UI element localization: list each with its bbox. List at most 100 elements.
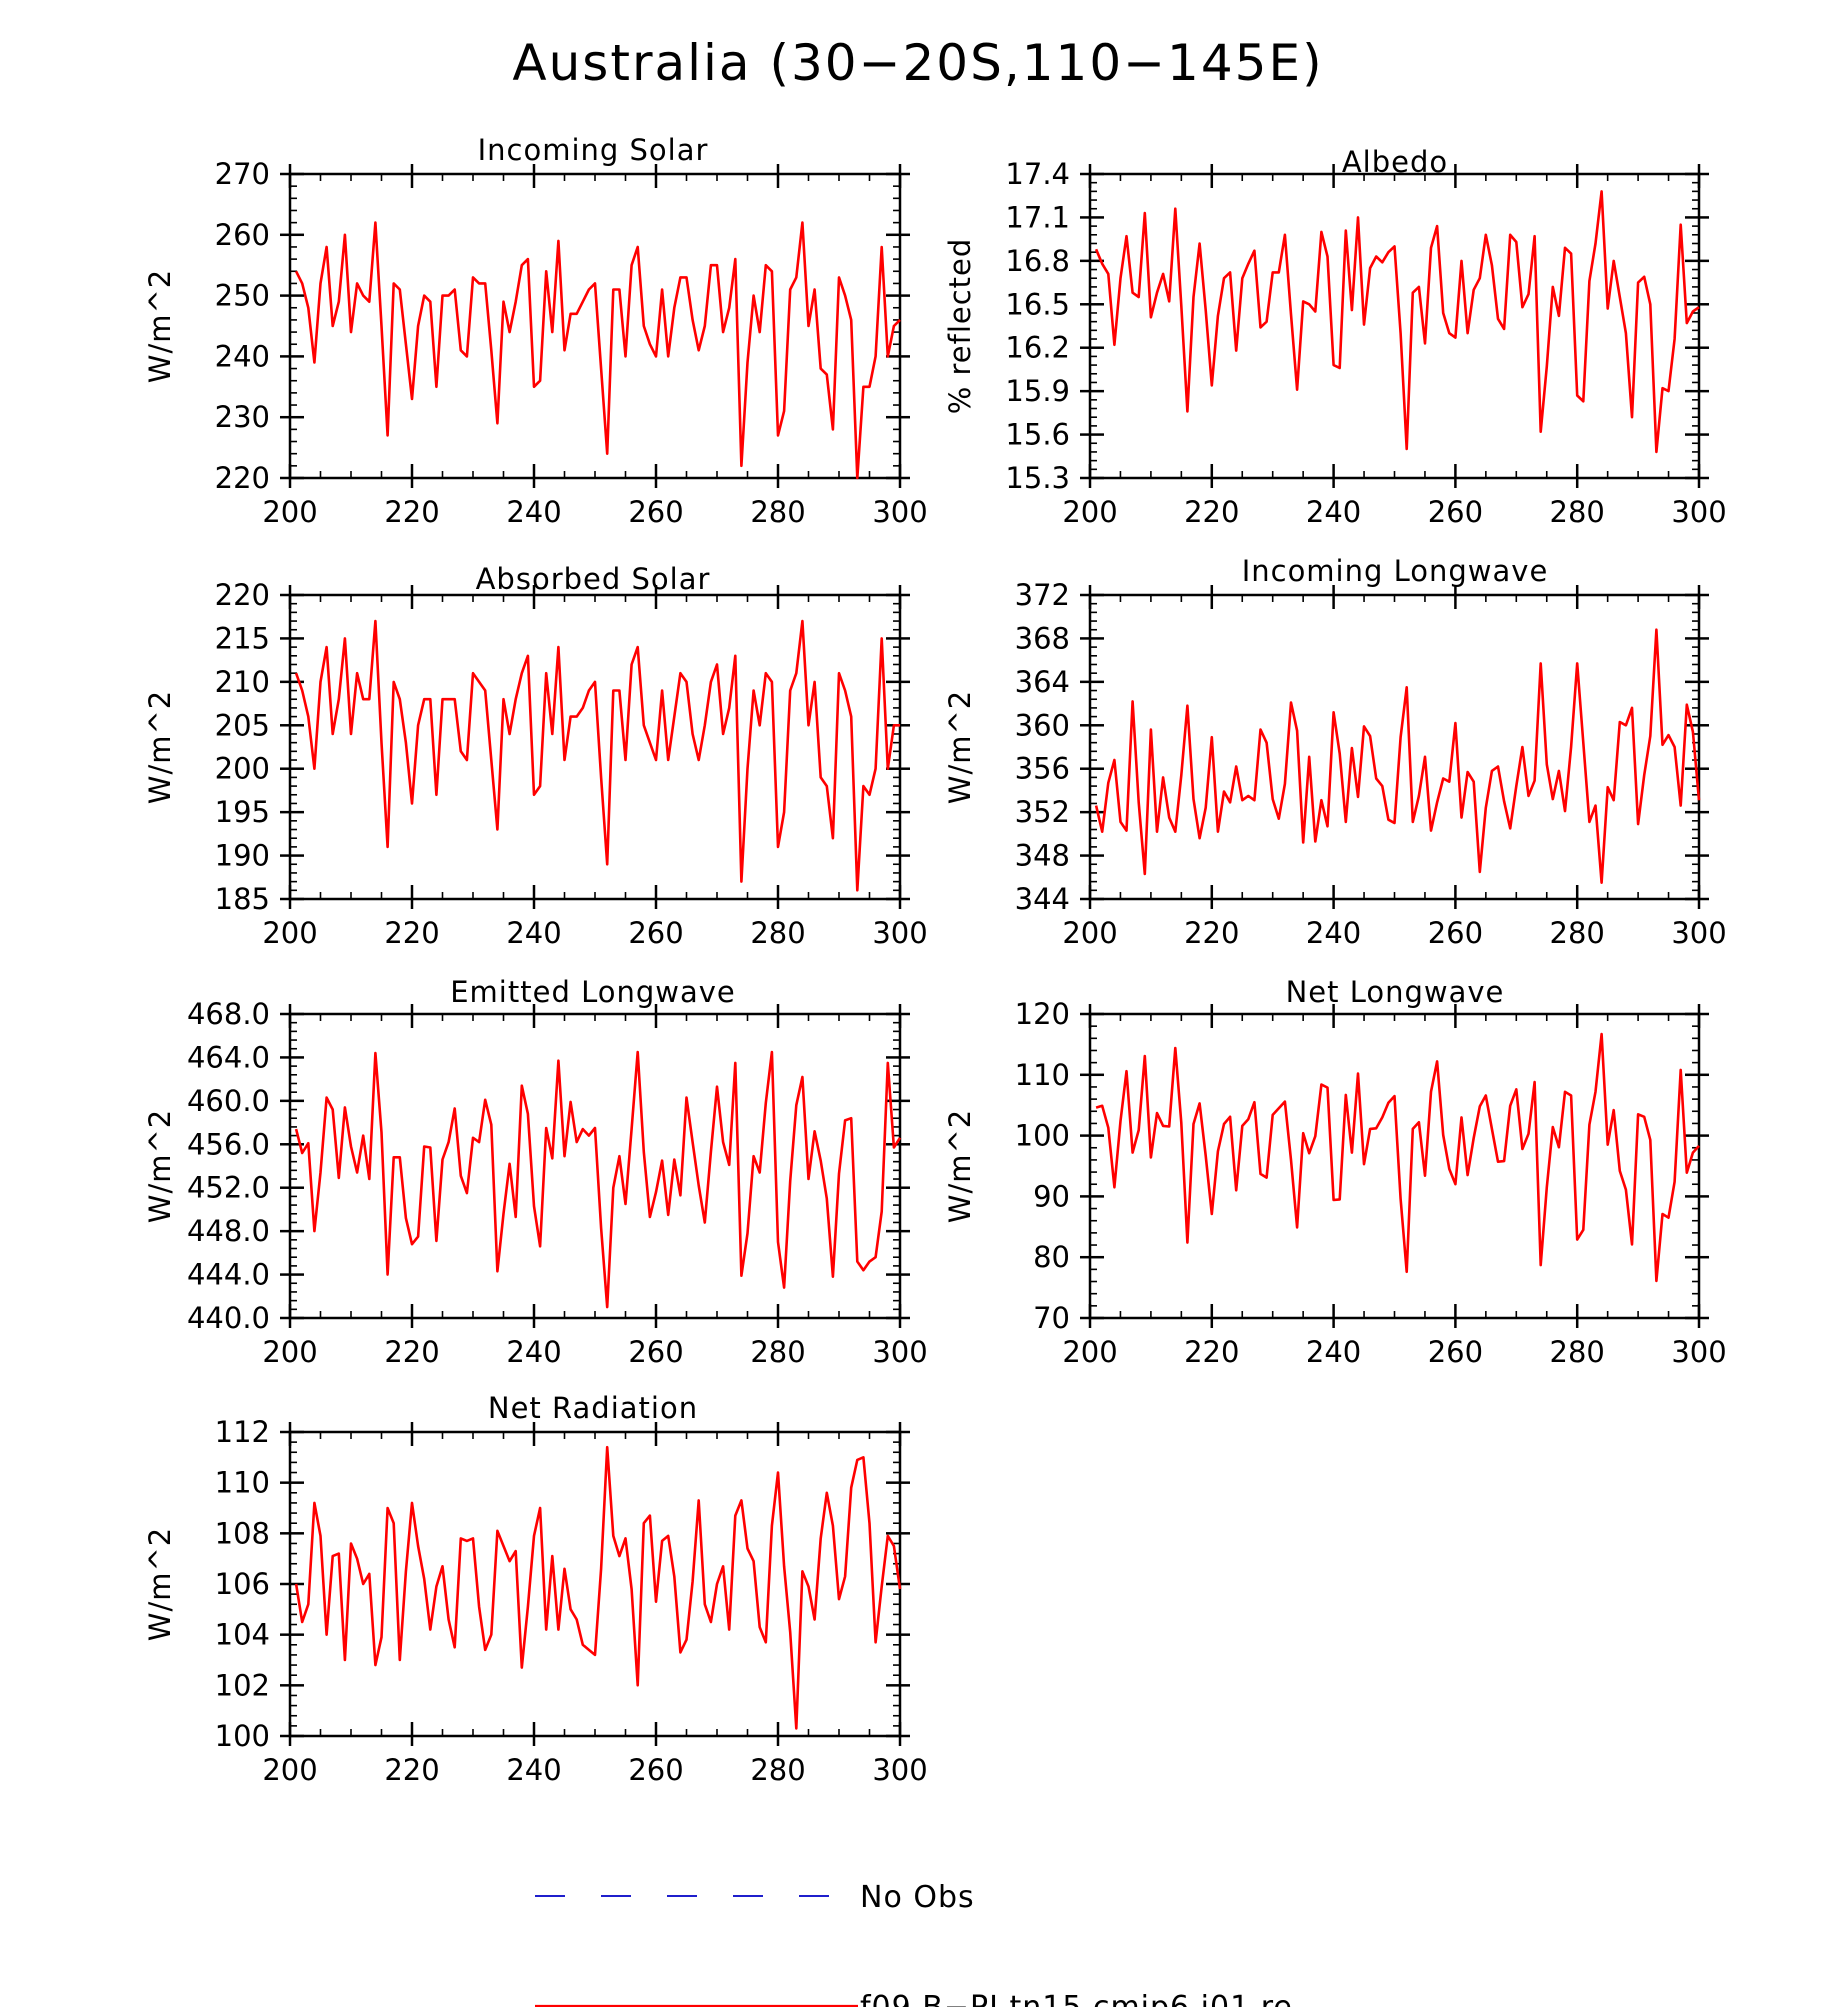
x-tick-label: 240: [1306, 495, 1361, 529]
y-tick-label: 110: [215, 1466, 270, 1500]
x-tick-label: 200: [1062, 1335, 1117, 1369]
x-tick-label: 300: [872, 1753, 927, 1787]
y-tick-label: 17.4: [1005, 157, 1070, 191]
panel: 200 220 240 260 280 300 185 190 195 200 205 210 215 2…: [143, 562, 928, 950]
y-tick-label: 108: [215, 1516, 270, 1550]
x-tick-label: 260: [1428, 495, 1483, 529]
x-tick-label: 200: [262, 1335, 317, 1369]
y-tick-label: 448.0: [187, 1214, 270, 1248]
y-tick-label: 270: [215, 157, 270, 191]
x-tick-label: 300: [1671, 916, 1726, 950]
y-tick-label: 15.6: [1005, 418, 1070, 452]
x-tick-label: 300: [872, 916, 927, 950]
y-tick-label: 460.0: [187, 1084, 270, 1118]
x-tick-label: 300: [1671, 495, 1726, 529]
y-tick-label: 352: [1015, 795, 1070, 829]
x-tick-label: 200: [1062, 495, 1117, 529]
y-tick-label: 364: [1015, 665, 1070, 699]
y-tick-label: 210: [215, 665, 270, 699]
x-tick-label: 200: [262, 495, 317, 529]
series-line: [1094, 628, 1701, 885]
y-tick-label: 16.2: [1005, 331, 1070, 365]
x-tick-label: 260: [628, 1335, 683, 1369]
y-tick-label: 440.0: [187, 1301, 270, 1335]
y-axis-label: % reflected: [943, 238, 977, 415]
x-tick-label: 280: [750, 1753, 805, 1787]
y-tick-label: 90: [1033, 1179, 1070, 1213]
y-tick-label: 215: [215, 621, 270, 655]
x-tick-label: 200: [262, 916, 317, 950]
x-tick-label: 220: [1184, 495, 1239, 529]
series-line: [294, 619, 900, 892]
y-tick-label: 452.0: [187, 1171, 270, 1205]
plot-frame: [1088, 593, 1701, 901]
x-tick-label: 280: [1550, 1335, 1605, 1369]
y-tick-label: 16.8: [1005, 244, 1070, 278]
y-tick-label: 110: [1015, 1058, 1070, 1092]
y-tick-label: 230: [215, 400, 270, 434]
y-tick-label: 15.9: [1005, 374, 1070, 408]
x-tick-label: 240: [1306, 1335, 1361, 1369]
y-axis-label: W/m^2: [143, 269, 177, 383]
x-tick-label: 240: [506, 495, 561, 529]
x-tick-label: 260: [1428, 916, 1483, 950]
x-tick-label: 280: [750, 495, 805, 529]
x-tick-label: 220: [384, 1335, 439, 1369]
panel-title: Incoming Solar: [478, 133, 709, 167]
panel-title: Albedo: [1342, 145, 1448, 179]
y-tick-label: 368: [1015, 621, 1070, 655]
figure-title: Australia (30−20S,110−145E): [512, 34, 1323, 92]
x-tick-label: 200: [262, 1753, 317, 1787]
y-tick-label: 456.0: [187, 1127, 270, 1161]
y-axis-label: W/m^2: [143, 1109, 177, 1223]
panel-title: Emitted Longwave: [450, 975, 736, 1009]
y-tick-label: 106: [215, 1567, 270, 1601]
series-line: [294, 1050, 902, 1309]
y-tick-label: 360: [1015, 708, 1070, 742]
y-tick-label: 100: [215, 1719, 270, 1753]
y-tick-label: 344: [1015, 882, 1070, 916]
legend: No Obs f09.B−PI.tn15.cmip6.j01.re: [535, 1880, 1293, 2007]
x-tick-label: 260: [1428, 1335, 1483, 1369]
x-tick-label: 220: [1184, 916, 1239, 950]
series-line: [1095, 1032, 1700, 1283]
series-line: [1094, 190, 1700, 454]
panel: 200 220 240 260 280 300220230240250260270W/m^…: [143, 133, 928, 529]
x-tick-label: 200: [1062, 916, 1117, 950]
y-tick-label: 250: [215, 279, 270, 313]
panel-title: Net Radiation: [488, 1391, 698, 1425]
y-tick-label: 100: [1015, 1119, 1070, 1153]
y-tick-label: 80: [1033, 1240, 1070, 1274]
series-line: [294, 1445, 902, 1730]
y-axis-label: W/m^2: [143, 690, 177, 804]
y-tick-label: 104: [215, 1618, 270, 1652]
x-tick-label: 240: [1306, 916, 1361, 950]
x-tick-label: 240: [506, 916, 561, 950]
y-tick-label: 15.3: [1005, 461, 1070, 495]
x-tick-label: 260: [628, 1753, 683, 1787]
y-tick-label: 185: [215, 882, 270, 916]
y-tick-label: 205: [215, 708, 270, 742]
x-tick-label: 220: [1184, 1335, 1239, 1369]
panel: 200 220 240 260 280 300 344 348 352 356 360 364 368 3…: [943, 554, 1727, 950]
x-tick-label: 280: [750, 1335, 805, 1369]
legend-label-run: f09.B−PI.tn15.cmip6.j01.re: [860, 1990, 1293, 2007]
panel: 200 220 240 260 280 300 70 80 90 100 110 120 W/m^2 Ne…: [943, 975, 1727, 1369]
panel-title: Absorbed Solar: [476, 562, 711, 596]
legend-label-no-obs: No Obs: [860, 1880, 975, 1915]
y-tick-label: 220: [215, 578, 270, 612]
x-tick-label: 220: [384, 916, 439, 950]
y-tick-label: 16.5: [1005, 287, 1070, 321]
x-tick-label: 260: [628, 916, 683, 950]
x-tick-label: 280: [1550, 916, 1605, 950]
panel: 200 220 240 260 280 300 15.3 15.6 15.9 16.2 16.5 16…: [943, 145, 1727, 529]
x-tick-label: 300: [872, 1335, 927, 1369]
y-tick-label: 348: [1015, 839, 1070, 873]
x-tick-label: 220: [384, 1753, 439, 1787]
y-tick-label: 356: [1015, 752, 1070, 786]
panel-title: Incoming Longwave: [1242, 554, 1549, 588]
y-tick-label: 102: [215, 1668, 270, 1702]
panel-title: Net Longwave: [1286, 975, 1505, 1009]
y-tick-label: 70: [1033, 1301, 1070, 1335]
x-tick-label: 260: [628, 495, 683, 529]
